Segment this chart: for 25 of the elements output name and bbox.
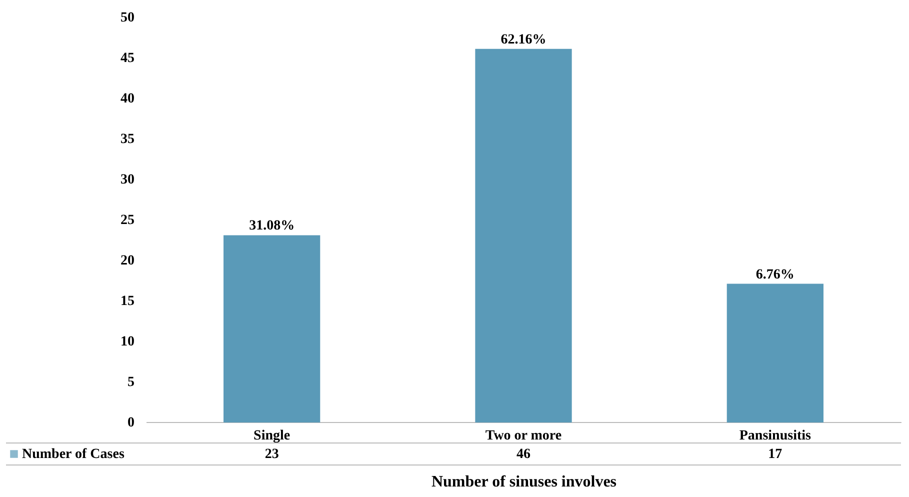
- bar: [726, 284, 824, 422]
- x-tick-label: Two or more: [485, 428, 562, 444]
- annotation: 62.16%: [500, 32, 546, 48]
- y-tick-label: 25: [120, 213, 134, 228]
- x-tick-label: Single: [254, 428, 290, 444]
- y-tick-label: 35: [120, 132, 134, 147]
- y-tick-label: 20: [120, 254, 134, 268]
- y-tick-label: 10: [120, 334, 134, 350]
- bar: [224, 235, 320, 422]
- y-tick-label: 40: [120, 92, 134, 106]
- data-label: 23: [264, 447, 279, 462]
- y-tick-label: 15: [120, 294, 134, 309]
- data-label: 17: [768, 447, 782, 462]
- y-tick-label: 45: [120, 51, 134, 66]
- y-tick-label: 0: [128, 416, 134, 430]
- bar: [475, 48, 572, 422]
- y-tick-label: 50: [120, 10, 134, 26]
- annotation: 31.08%: [249, 218, 295, 234]
- legend-label: Number of Cases: [22, 447, 125, 462]
- annotation: 6.76%: [756, 267, 794, 282]
- x-tick-label: Pansinusitis: [739, 428, 812, 444]
- y-tick-label: 5: [128, 375, 134, 390]
- x-axis-title: Number of sinuses involves: [431, 474, 617, 490]
- y-tick-label: 30: [120, 172, 134, 188]
- data-label: 46: [516, 447, 530, 462]
